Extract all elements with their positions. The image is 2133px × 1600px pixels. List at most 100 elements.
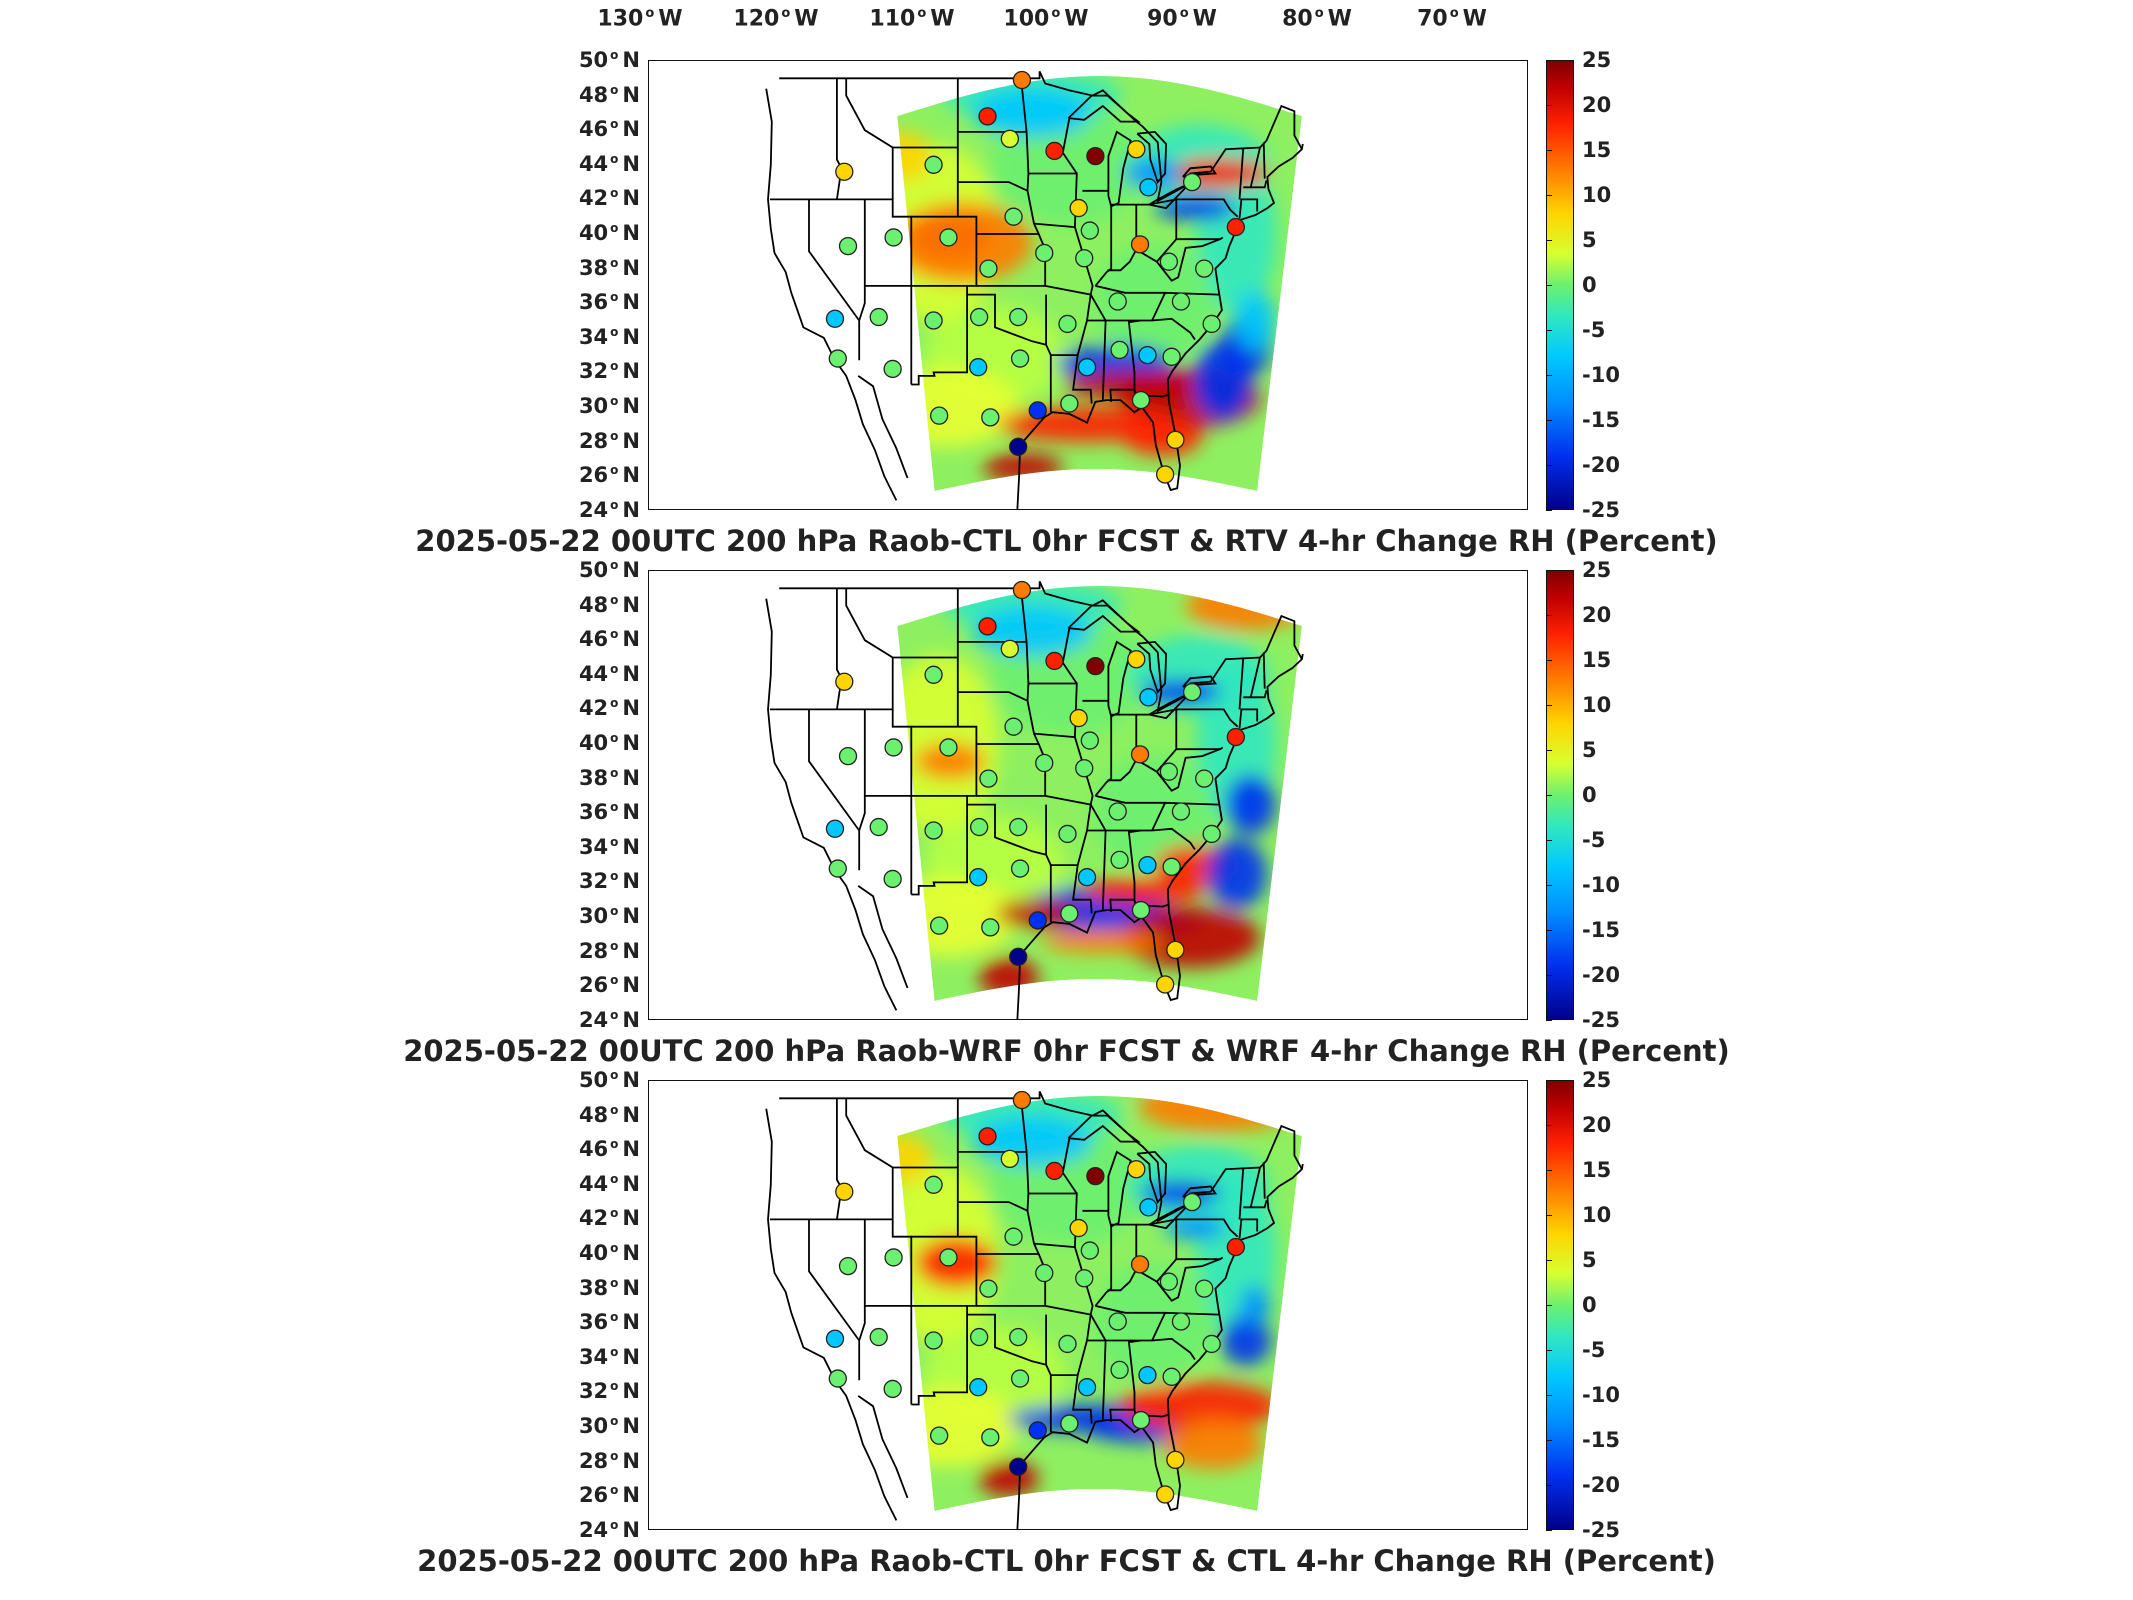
station-marker (978, 107, 997, 126)
colorbar-tick (1546, 840, 1552, 841)
station-marker (1139, 688, 1158, 707)
latitude-label: 34 o N (578, 324, 640, 349)
station-marker (1069, 1218, 1088, 1238)
latitude-label: 30 o N (578, 394, 640, 418)
station-marker (869, 307, 888, 327)
colorbar-tick (1546, 1440, 1552, 1441)
station-marker (1035, 243, 1054, 263)
latitude-label: 28 o N (578, 1448, 640, 1473)
station-marker (1195, 259, 1214, 278)
rh-change-field (897, 76, 1302, 491)
station-marker (930, 1426, 949, 1445)
station-marker (1182, 1192, 1202, 1212)
latitude-label: 44 o N (578, 1171, 640, 1196)
colorbar-tick-label: 15 (1582, 648, 1612, 672)
latitude-label: 26 o N (578, 1483, 640, 1508)
colorbar-tick-label: 0 (1582, 273, 1597, 297)
latitude-label: 36 o N (578, 290, 640, 315)
station-marker (884, 1248, 903, 1267)
station-marker (1130, 745, 1150, 764)
colorbar-tick (1546, 1530, 1552, 1531)
colorbar-tick-label: 5 (1582, 1248, 1597, 1272)
station-marker (1086, 1167, 1105, 1186)
station-marker (978, 617, 997, 636)
station-marker (828, 859, 847, 878)
station-marker (1069, 198, 1088, 218)
latitude-label: 34 o N (578, 834, 640, 859)
map-boundaries (765, 1091, 1304, 1529)
latitude-label: 34 o N (578, 1344, 640, 1369)
station-marker (1060, 1414, 1079, 1433)
colorbar-tick-label: 0 (1582, 1293, 1597, 1317)
longitude-axis: 130 o W 120 o W 110 o W 100 o W 90 o W 80 o W 70 o W (0, 0, 2133, 50)
colorbar-tick (1546, 1020, 1552, 1021)
station-marker (1010, 859, 1030, 878)
station-marker (1171, 292, 1191, 311)
station-marker (1009, 947, 1028, 966)
colorbar-tick (1546, 795, 1552, 796)
station-marker (1159, 1272, 1179, 1291)
station-marker (978, 1127, 997, 1146)
panel-title-3: 2025-05-22 00UTC 200 hPa Raob-CTL 0hr FC… (417, 1544, 1716, 1578)
latitude-label: 30 o N (578, 1414, 640, 1438)
station-marker (939, 1248, 958, 1267)
latitude-label: 36 o N (578, 1310, 640, 1335)
station-marker (1202, 314, 1221, 334)
station-marker (1202, 824, 1221, 844)
station-marker (884, 228, 903, 247)
colorbar-tick-label: 15 (1582, 138, 1612, 162)
colorbar-tick-label: -25 (1582, 498, 1620, 522)
latitude-label: 44 o N (578, 661, 640, 686)
colorbar-tick-label: 20 (1582, 93, 1612, 117)
station-marker (1028, 911, 1047, 930)
rh-change-field (897, 1096, 1302, 1511)
station-marker (1195, 1279, 1214, 1298)
station-marker (981, 1428, 1000, 1447)
map-panel-1 (648, 60, 1528, 510)
station-marker (825, 1329, 845, 1348)
station-marker (1010, 349, 1030, 368)
colorbar-tick (1546, 285, 1552, 286)
station-marker (1108, 802, 1127, 821)
station-marker (883, 359, 902, 379)
colorbar-tick-label: 10 (1582, 693, 1612, 717)
station-marker (1000, 129, 1019, 148)
station-marker (1226, 217, 1245, 237)
station-marker (1035, 1263, 1054, 1283)
colorbar-tick (1546, 660, 1552, 661)
colorbar-tick (1546, 930, 1552, 931)
station-marker (1156, 975, 1175, 994)
colorbar-tick-label: 15 (1582, 1158, 1612, 1182)
latitude-label: 44 o N (578, 151, 640, 176)
latitude-label: 36 o N (578, 800, 640, 825)
colorbar-tick (1546, 375, 1552, 376)
latitude-label: 24 o N (578, 1007, 640, 1032)
station-marker (1012, 1090, 1032, 1110)
latitude-label: 24 o N (578, 1517, 640, 1542)
station-marker (979, 1279, 998, 1298)
colorbar-tick (1546, 240, 1552, 241)
station-marker (1162, 1367, 1181, 1386)
colorbar-tick-label: -5 (1582, 828, 1606, 852)
station-marker (1060, 904, 1079, 923)
map-panel-2 (648, 570, 1528, 1020)
station-marker (1012, 580, 1032, 600)
colorbar-tick (1546, 105, 1552, 106)
colorbar-tick (1546, 750, 1552, 751)
station-marker (1166, 430, 1185, 450)
map-panel-3 (648, 1080, 1528, 1530)
latitude-label: 40 o N (578, 731, 640, 755)
station-marker (1075, 1269, 1094, 1288)
latitude-label: 26 o N (578, 463, 640, 488)
station-marker (930, 406, 949, 425)
station-marker (1004, 1227, 1023, 1246)
colorbar-tick (1546, 465, 1552, 466)
station-marker (1009, 1457, 1028, 1476)
latitude-label: 48 o N (578, 82, 640, 107)
longitude-label: 110 o W (869, 6, 955, 32)
station-marker (1009, 817, 1028, 837)
latitude-label: 40 o N (578, 221, 640, 245)
panel-title-1: 2025-05-22 00UTC 200 hPa Raob-CTL 0hr FC… (415, 524, 1718, 558)
colorbar-tick-label: 0 (1582, 783, 1597, 807)
station-marker (825, 309, 845, 328)
